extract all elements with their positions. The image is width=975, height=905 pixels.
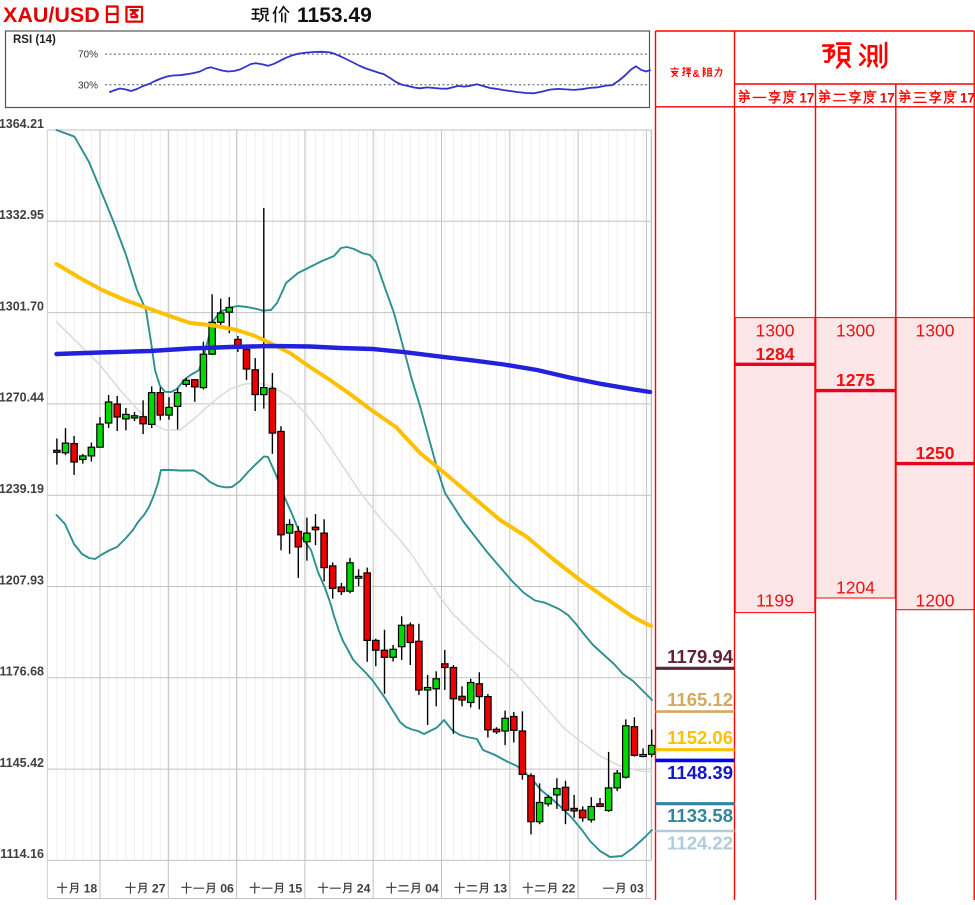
- svg-text:1250: 1250: [916, 443, 955, 463]
- svg-text:1332.95: 1332.95: [0, 208, 44, 222]
- svg-text:1270.44: 1270.44: [0, 391, 44, 405]
- svg-text:17: 17: [960, 91, 975, 106]
- svg-text:30%: 30%: [78, 80, 98, 91]
- svg-text:18: 18: [84, 882, 98, 896]
- svg-text:17: 17: [880, 91, 895, 106]
- svg-text:1275: 1275: [836, 370, 875, 390]
- svg-text:03: 03: [630, 882, 644, 896]
- svg-text:1200: 1200: [916, 591, 955, 611]
- svg-text:1300: 1300: [916, 321, 955, 341]
- svg-text:1114.16: 1114.16: [0, 847, 44, 861]
- svg-text:1152.06: 1152.06: [667, 727, 733, 748]
- svg-text:&: &: [693, 69, 700, 80]
- svg-text:1204: 1204: [836, 577, 875, 597]
- svg-text:17: 17: [799, 91, 814, 106]
- svg-text:22: 22: [562, 882, 576, 896]
- svg-text:1145.42: 1145.42: [0, 756, 44, 770]
- svg-text:1124.22: 1124.22: [667, 833, 733, 854]
- svg-text:1364.21: 1364.21: [0, 117, 44, 131]
- svg-text:1300: 1300: [836, 321, 875, 341]
- svg-text:13: 13: [493, 882, 507, 896]
- svg-text:15: 15: [289, 882, 303, 896]
- svg-text:1133.58: 1133.58: [667, 805, 733, 826]
- svg-text:1179.94: 1179.94: [667, 646, 734, 667]
- svg-text:1148.39: 1148.39: [667, 762, 733, 783]
- svg-text:06: 06: [220, 882, 234, 896]
- svg-text:27: 27: [152, 882, 166, 896]
- svg-text:70%: 70%: [78, 50, 98, 61]
- svg-text:1300: 1300: [756, 321, 795, 341]
- svg-text:1207.93: 1207.93: [0, 573, 44, 587]
- svg-text:1153.49: 1153.49: [297, 4, 372, 27]
- svg-text:RSI (14): RSI (14): [13, 34, 56, 46]
- svg-text:1199: 1199: [756, 591, 794, 611]
- svg-text:1301.70: 1301.70: [0, 299, 44, 313]
- svg-text:04: 04: [425, 882, 439, 896]
- svg-text:1176.68: 1176.68: [0, 665, 44, 679]
- svg-text:1165.12: 1165.12: [667, 689, 733, 710]
- svg-text:1239.19: 1239.19: [0, 482, 44, 496]
- svg-text:1284: 1284: [756, 344, 795, 364]
- svg-text:XAU/USD: XAU/USD: [3, 3, 100, 27]
- svg-text:24: 24: [357, 882, 371, 896]
